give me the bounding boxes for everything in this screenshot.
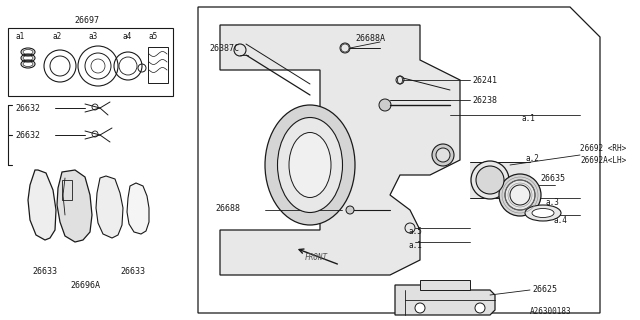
Text: 26688A: 26688A (355, 34, 385, 43)
Bar (420, 280, 470, 290)
Ellipse shape (346, 206, 354, 214)
Text: 26688: 26688 (215, 204, 240, 212)
Text: a.1: a.1 (522, 114, 536, 123)
Text: a.1: a.1 (408, 241, 422, 250)
Text: 26692A<LH>: 26692A<LH> (580, 156, 627, 164)
Ellipse shape (510, 185, 530, 205)
Text: 26387C: 26387C (209, 44, 239, 52)
Text: 26238: 26238 (472, 95, 497, 105)
Ellipse shape (525, 205, 561, 221)
Ellipse shape (289, 132, 331, 197)
Text: a.3: a.3 (546, 197, 560, 206)
Text: a5: a5 (148, 31, 157, 41)
Text: 26697: 26697 (74, 15, 99, 25)
Ellipse shape (505, 180, 535, 210)
Text: A26300183: A26300183 (530, 308, 572, 316)
Bar (8, 28, 173, 96)
Bar (62, 180, 72, 200)
Text: 26692 <RH>: 26692 <RH> (580, 143, 627, 153)
Ellipse shape (379, 99, 391, 111)
Text: 26241: 26241 (472, 76, 497, 84)
Ellipse shape (476, 166, 504, 194)
Text: a4: a4 (122, 31, 131, 41)
Polygon shape (57, 170, 92, 242)
Text: a1: a1 (15, 31, 24, 41)
Polygon shape (96, 176, 123, 238)
Ellipse shape (436, 148, 450, 162)
Text: 26633: 26633 (32, 268, 57, 276)
Polygon shape (127, 183, 149, 234)
Bar (148, 47, 168, 83)
Bar (470, 162, 530, 198)
Text: a.2: a.2 (525, 154, 539, 163)
Text: 26696A: 26696A (70, 281, 100, 290)
Ellipse shape (499, 174, 541, 216)
Text: 26635: 26635 (540, 173, 565, 182)
Text: a3: a3 (88, 31, 97, 41)
Ellipse shape (432, 144, 454, 166)
Polygon shape (220, 25, 460, 275)
Polygon shape (28, 170, 56, 240)
Circle shape (415, 303, 425, 313)
Circle shape (475, 303, 485, 313)
Text: 26632: 26632 (15, 103, 40, 113)
Ellipse shape (265, 105, 355, 225)
Text: FRONT: FRONT (305, 253, 328, 262)
Ellipse shape (471, 161, 509, 199)
Text: 26633: 26633 (120, 268, 145, 276)
Ellipse shape (532, 209, 554, 218)
Text: a.4: a.4 (553, 215, 567, 225)
Ellipse shape (278, 117, 342, 212)
Text: 26632: 26632 (15, 131, 40, 140)
Text: 26625: 26625 (532, 285, 557, 294)
Polygon shape (395, 285, 495, 315)
Text: a2: a2 (52, 31, 61, 41)
Text: a.5: a.5 (408, 227, 422, 236)
